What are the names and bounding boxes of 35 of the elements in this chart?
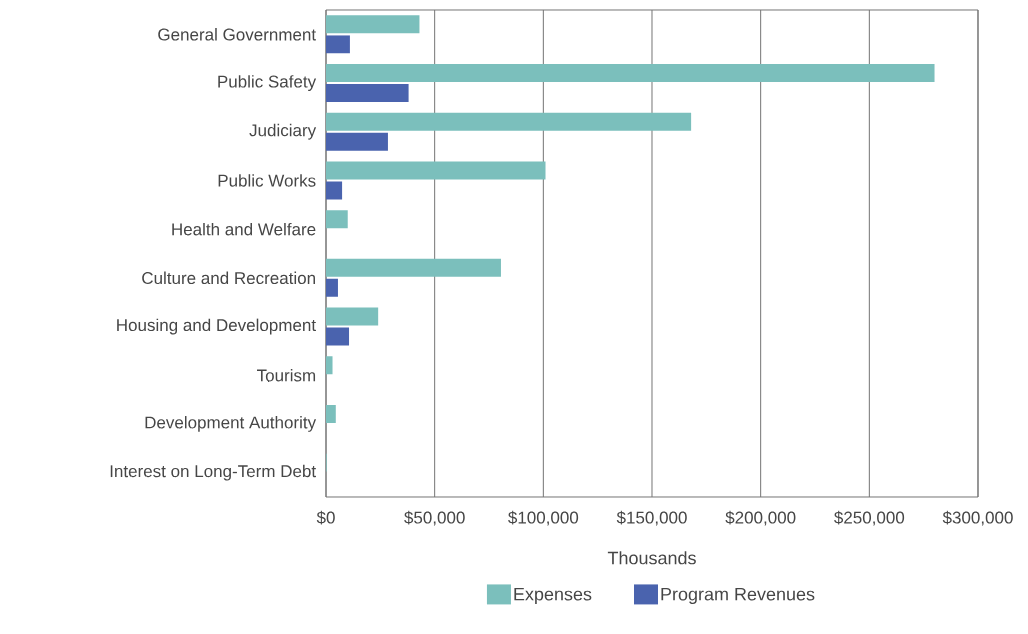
x-tick-label: $150,000 <box>616 510 687 526</box>
bar <box>326 210 348 229</box>
y-tick-label: Tourism <box>257 369 316 382</box>
bar <box>326 258 501 277</box>
bar <box>326 161 546 180</box>
x-tick-label: $300,000 <box>942 510 1013 526</box>
y-tick-label: Judiciary <box>249 123 317 140</box>
x-axis-title: Thousands <box>607 551 696 565</box>
bar <box>326 132 388 151</box>
y-tick-label: Health and Welfare <box>172 222 316 236</box>
bar <box>326 15 420 34</box>
bar <box>326 84 409 103</box>
legend-label: Expenses <box>514 587 592 605</box>
bar <box>326 181 343 200</box>
y-tick-label: Public Works <box>218 174 316 187</box>
bar <box>326 356 333 375</box>
bar <box>326 278 338 297</box>
x-tick-label: $250,000 <box>834 510 905 526</box>
y-tick-label: General Government <box>158 28 316 41</box>
x-tick-label: $100,000 <box>508 510 579 526</box>
y-tick-label: Housing and Development <box>117 318 316 335</box>
legend-label: Program Revenues <box>661 587 815 605</box>
y-tick-label: Interest on Long-Term Debt <box>110 464 316 481</box>
x-tick-label: $200,000 <box>725 510 796 526</box>
x-tick-label: $0 <box>316 510 335 525</box>
bar <box>326 327 350 346</box>
bar <box>326 112 692 131</box>
bar <box>326 35 350 54</box>
x-tick-label: $50,000 <box>404 510 465 526</box>
y-tick-label: Public Safety <box>218 75 317 91</box>
y-tick-label: Development Authority <box>145 416 317 432</box>
bar <box>326 64 935 83</box>
y-tick-label: Culture and Recreation <box>142 271 315 285</box>
bar <box>326 307 379 326</box>
bar <box>326 404 336 423</box>
